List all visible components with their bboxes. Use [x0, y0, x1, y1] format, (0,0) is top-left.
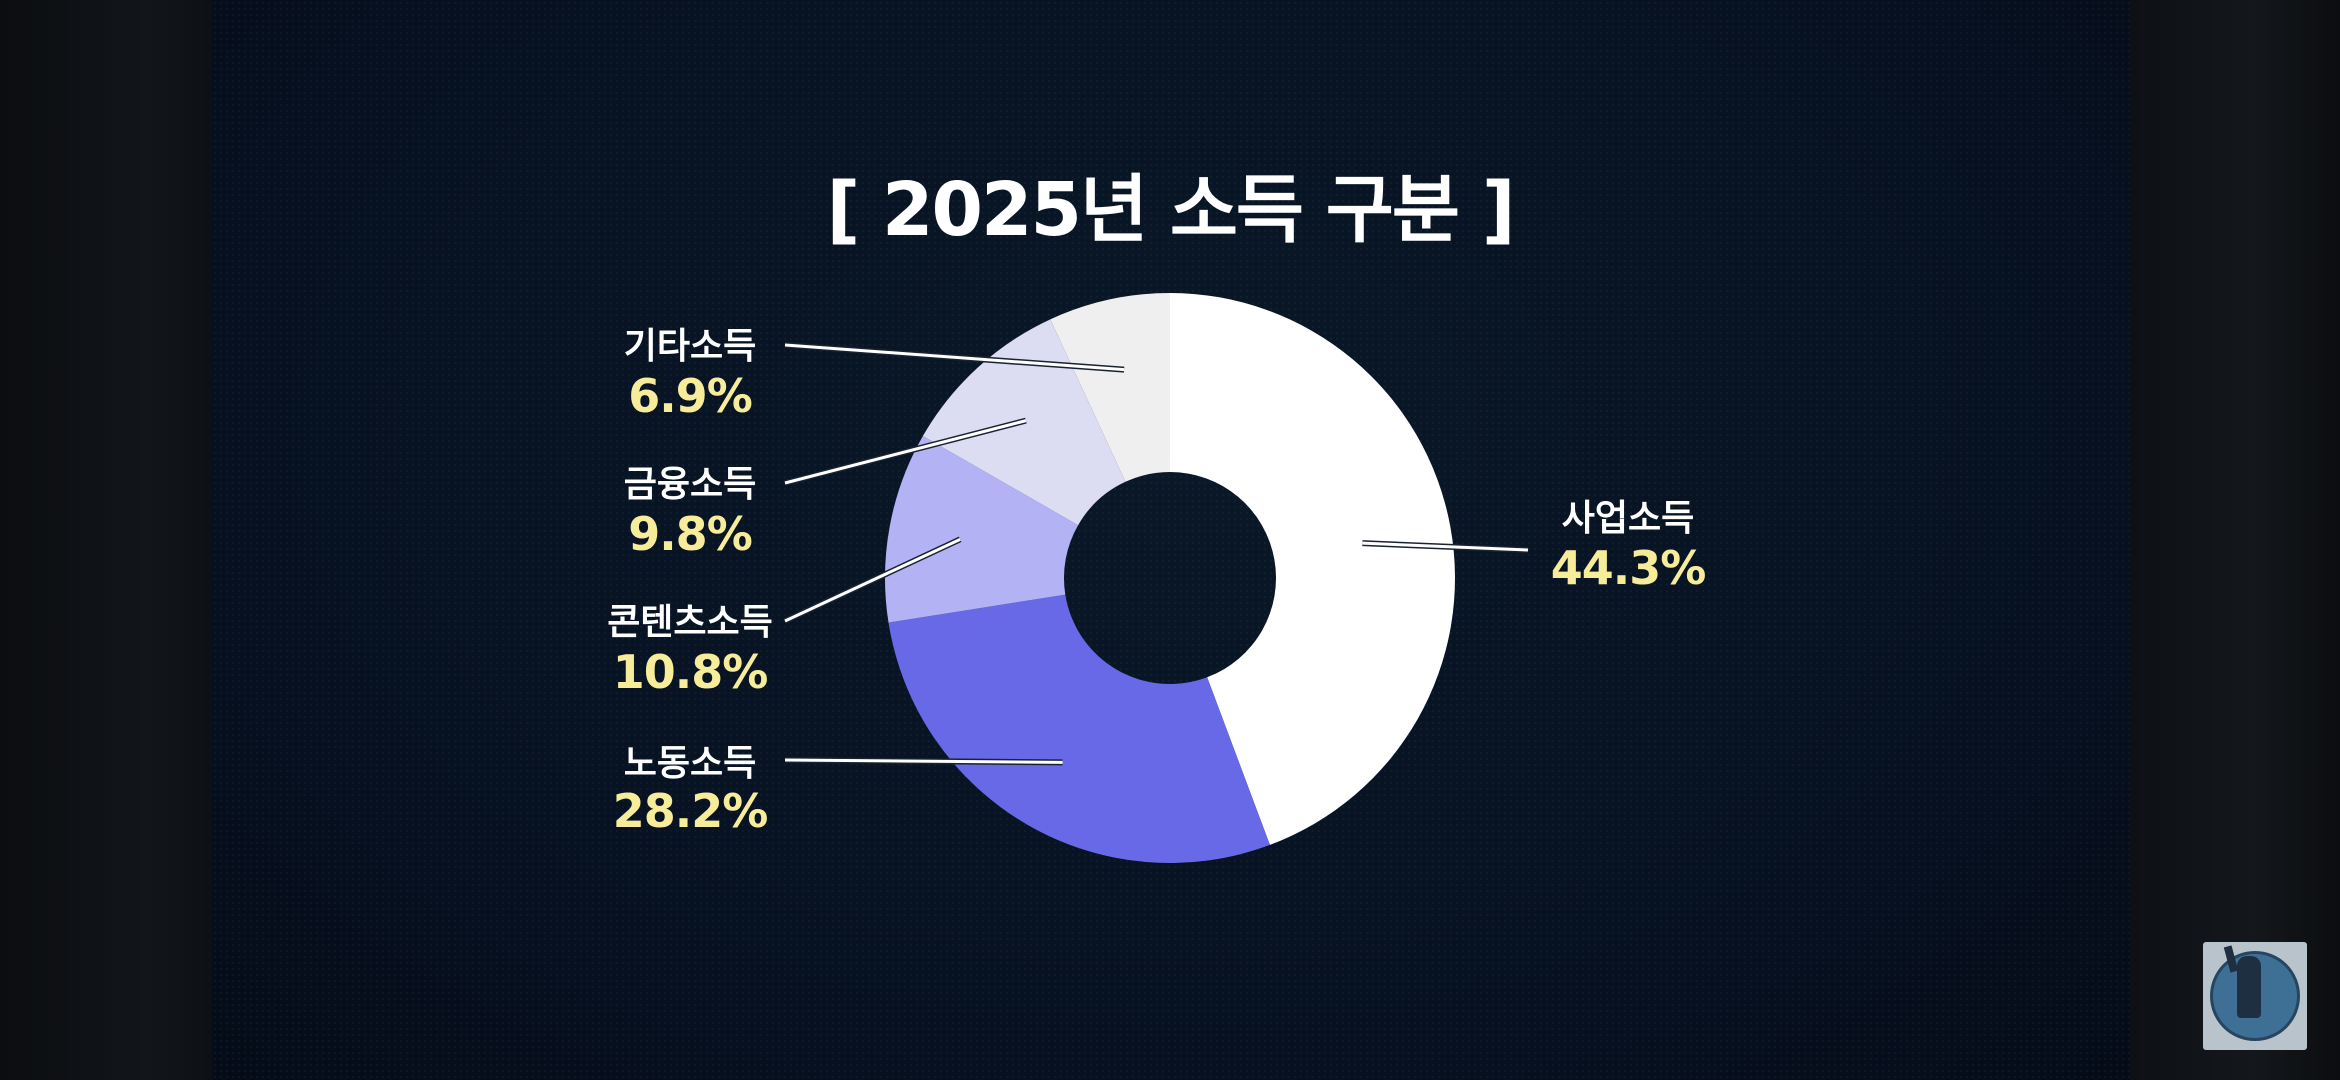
slice-label-4: 기타소득	[624, 326, 756, 367]
slice-value-0: 44.3%	[1551, 541, 1706, 595]
slice-label-0: 사업소득	[1562, 498, 1694, 539]
slice-value-2: 10.8%	[613, 645, 768, 699]
slice-label-3: 금융소득	[624, 464, 756, 505]
left-letterbox	[0, 0, 212, 1080]
channel-logo	[2203, 942, 2307, 1050]
slice-value-1: 28.2%	[613, 784, 768, 838]
slice-label-1: 노동소득	[624, 743, 756, 784]
chart-title: [ 2025년 소득 구분 ]	[826, 167, 1515, 253]
leader-line-0	[1362, 541, 1529, 552]
leader-line-1	[784, 758, 1063, 764]
leader-line-4	[784, 343, 1125, 372]
leader-line-3	[784, 419, 1027, 485]
right-letterbox	[2128, 0, 2340, 1080]
slice-4	[1050, 293, 1170, 482]
slice-1	[888, 594, 1270, 863]
leader-lines	[783, 342, 1529, 766]
slice-0	[1170, 293, 1455, 845]
slice-value-3: 9.8%	[628, 507, 752, 561]
chart-stage	[212, 0, 2130, 1080]
leader-line-2	[784, 537, 961, 623]
slice-2	[885, 436, 1079, 623]
slice-value-4: 6.9%	[628, 369, 752, 423]
statue-icon	[2237, 956, 2261, 1018]
slice-label-2: 콘텐츠소득	[607, 602, 773, 643]
donut-slices	[885, 293, 1455, 863]
